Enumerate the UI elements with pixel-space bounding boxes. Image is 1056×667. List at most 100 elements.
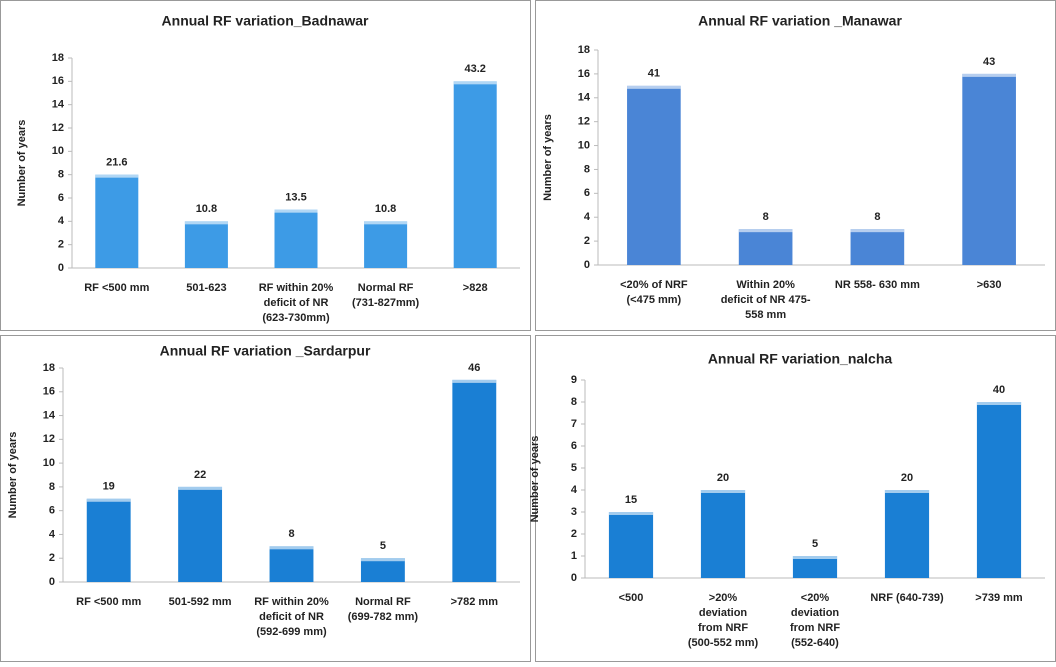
chart-title: Annual RF variation _Manawar xyxy=(698,13,902,29)
bar-highlight xyxy=(850,229,905,233)
x-tick-label: >782 mm xyxy=(451,596,499,608)
y-tick-label: 0 xyxy=(584,259,590,271)
bar-highlight xyxy=(627,85,681,89)
bar xyxy=(884,490,930,578)
bar xyxy=(364,221,408,268)
x-tick-label: >20% deviation from NRF (500-552 mm) xyxy=(688,592,759,649)
y-tick-label: 3 xyxy=(571,506,577,518)
bar-label: 13.5 xyxy=(285,192,306,204)
bar-label: 21.6 xyxy=(106,157,127,169)
bar-label: 22 xyxy=(194,469,206,481)
y-tick-label: 4 xyxy=(49,528,56,540)
bar-label: 8 xyxy=(763,211,769,223)
y-tick-label: 16 xyxy=(578,68,590,80)
bar xyxy=(184,221,228,268)
bar xyxy=(274,209,318,268)
y-tick-label: 4 xyxy=(58,215,65,227)
y-tick-label: 10 xyxy=(578,139,590,151)
bar-highlight xyxy=(738,229,793,233)
bar xyxy=(976,402,1022,578)
y-axis-label: Number of years xyxy=(542,114,554,201)
y-tick-label: 2 xyxy=(584,235,590,247)
bar xyxy=(269,546,314,582)
y-tick-label: 9 xyxy=(571,374,577,386)
y-tick-label: 16 xyxy=(52,75,64,87)
x-tick-label: RF within 20% deficit of NR (623-730mm) xyxy=(259,282,334,324)
bar xyxy=(792,556,838,578)
bar xyxy=(452,379,497,582)
y-tick-label: 8 xyxy=(584,163,590,175)
y-tick-label: 4 xyxy=(584,211,591,223)
bar-highlight xyxy=(700,490,746,493)
bar-label: 10.8 xyxy=(375,203,396,215)
y-tick-label: 14 xyxy=(578,92,591,104)
y-tick-label: 14 xyxy=(43,409,56,421)
bar-label: 19 xyxy=(103,481,115,493)
y-tick-label: 0 xyxy=(49,576,55,588)
y-tick-label: 18 xyxy=(52,52,64,64)
bar xyxy=(608,512,654,578)
bar-highlight xyxy=(364,221,408,225)
y-tick-label: 2 xyxy=(571,528,577,540)
y-tick-label: 6 xyxy=(584,187,590,199)
x-tick-label: NR 558- 630 mm xyxy=(835,279,920,291)
bar-highlight xyxy=(178,486,223,490)
y-tick-label: 7 xyxy=(571,418,577,430)
bar-label: 5 xyxy=(812,538,818,550)
x-tick-label: <500 xyxy=(619,592,644,604)
x-tick-label: RF <500 mm xyxy=(76,596,141,608)
x-tick-label: RF <500 mm xyxy=(84,282,149,294)
bar-highlight xyxy=(452,379,497,383)
y-tick-label: 8 xyxy=(49,481,55,493)
y-axis-label: Number of years xyxy=(529,436,541,523)
y-tick-label: 5 xyxy=(571,462,577,474)
y-tick-label: 6 xyxy=(58,192,64,204)
y-tick-label: 4 xyxy=(571,484,578,496)
bar-highlight xyxy=(86,498,131,502)
chart-title: Annual RF variation _Sardarpur xyxy=(160,343,371,359)
x-tick-label: >630 xyxy=(977,279,1002,291)
x-tick-label: Within 20% deficit of NR 475-558 mm xyxy=(721,279,811,321)
bar xyxy=(738,229,793,265)
chart-title: Annual RF variation_Badnawar xyxy=(162,13,369,29)
y-tick-label: 8 xyxy=(58,169,64,181)
bar-highlight xyxy=(269,546,314,550)
bar-label: 5 xyxy=(380,540,386,552)
chart-title: Annual RF variation_nalcha xyxy=(708,351,893,367)
panel-border xyxy=(0,0,531,331)
bar-highlight xyxy=(976,402,1022,405)
bar-highlight xyxy=(274,209,318,213)
y-tick-label: 14 xyxy=(52,99,65,111)
bar-highlight xyxy=(184,221,228,225)
bar-label: 43.2 xyxy=(464,63,485,75)
bar xyxy=(86,498,131,582)
y-tick-label: 0 xyxy=(58,262,64,274)
bar-label: 15 xyxy=(625,494,637,506)
y-tick-label: 12 xyxy=(52,122,64,134)
x-tick-label: Normal RF (699-782 mm) xyxy=(348,596,419,623)
bar xyxy=(178,486,223,582)
y-tick-label: 2 xyxy=(49,552,55,564)
bar xyxy=(700,490,746,578)
bar-label: 46 xyxy=(468,362,480,374)
y-tick-label: 12 xyxy=(578,116,590,128)
bar xyxy=(453,81,497,268)
y-tick-label: 10 xyxy=(52,145,64,157)
bar-label: 8 xyxy=(874,211,880,223)
x-tick-label: NRF (640-739) xyxy=(870,592,944,604)
bar-highlight xyxy=(608,512,654,515)
bar-highlight xyxy=(792,556,838,559)
y-tick-label: 18 xyxy=(43,362,55,374)
bar xyxy=(962,73,1016,265)
bar xyxy=(850,229,905,265)
bar-label: 20 xyxy=(717,472,729,484)
y-tick-label: 1 xyxy=(571,550,577,562)
bar xyxy=(627,85,681,265)
x-tick-label: 501-592 mm xyxy=(169,596,232,608)
y-axis-label: Number of years xyxy=(16,120,28,207)
bar-highlight xyxy=(360,558,405,562)
x-tick-label: >739 mm xyxy=(975,592,1023,604)
bar-highlight xyxy=(95,174,139,178)
y-tick-label: 10 xyxy=(43,457,55,469)
